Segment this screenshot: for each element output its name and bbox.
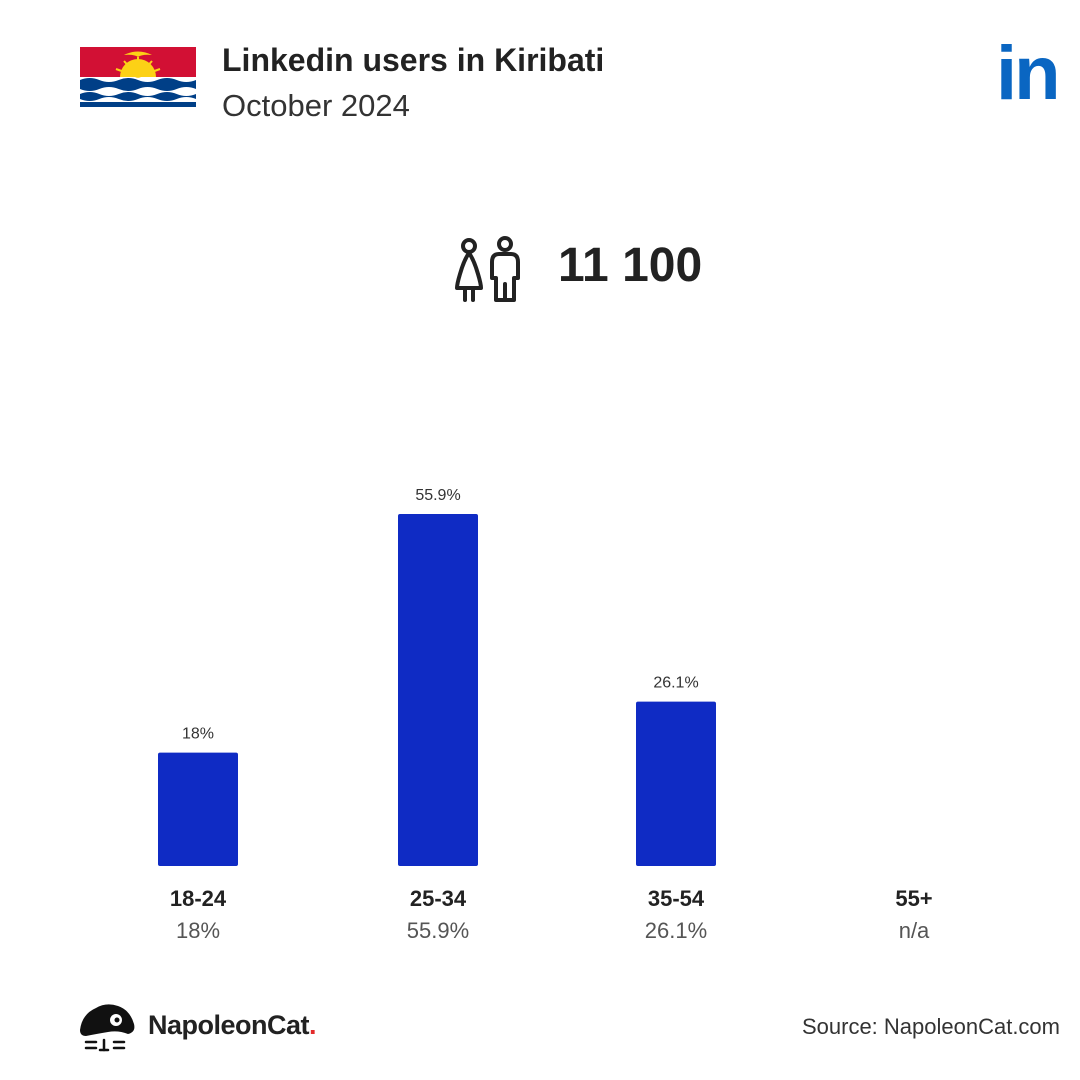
category-value-label: 26.1% bbox=[645, 918, 707, 943]
category-value-label: 18% bbox=[176, 918, 220, 943]
brand-dot: . bbox=[309, 1010, 317, 1040]
category-label: 35-54 bbox=[648, 886, 705, 911]
age-distribution-chart: 18% 18-24 18% 55.9% 25-34 55.9% 26.1% 35-54 26.1… bbox=[158, 487, 933, 943]
bar-25-34 bbox=[398, 514, 478, 866]
brand-name-text: NapoleonCat bbox=[148, 1010, 310, 1040]
bar-value-label: 18% bbox=[182, 726, 214, 743]
source-text: Source: NapoleonCat.com bbox=[801, 1014, 1060, 1039]
chart-subtitle: October 2024 bbox=[222, 88, 410, 123]
napoleoncat-icon bbox=[80, 1004, 135, 1052]
bar-value-label: 26.1% bbox=[653, 675, 698, 692]
kiribati-flag-icon bbox=[80, 47, 196, 107]
linkedin-icon: in bbox=[996, 31, 1061, 116]
category-value-label: 55.9% bbox=[407, 918, 469, 943]
napoleoncat-logo: NapoleonCat. bbox=[148, 1010, 317, 1041]
bar-value-label: 55.9% bbox=[415, 487, 460, 504]
category-label: 18-24 bbox=[170, 886, 227, 911]
category-value-label: n/a bbox=[899, 918, 930, 943]
total-users-value: 11 100 bbox=[558, 239, 703, 292]
category-label: 55+ bbox=[895, 886, 932, 911]
category-label: 25-34 bbox=[410, 886, 467, 911]
bar-35-54 bbox=[636, 701, 716, 866]
users-icon bbox=[455, 236, 520, 302]
chart-title: Linkedin users in Kiribati bbox=[222, 42, 605, 78]
bar-18-24 bbox=[158, 752, 238, 866]
